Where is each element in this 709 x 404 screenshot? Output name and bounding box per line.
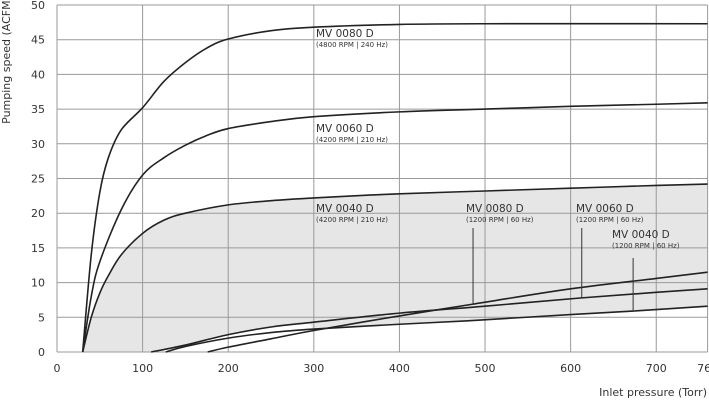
y-tick-label: 20 xyxy=(31,207,45,220)
series-sublabel: (1200 RPM | 60 Hz) xyxy=(576,216,644,224)
x-tick-label: 760 xyxy=(697,362,709,375)
y-tick-label: 5 xyxy=(38,311,45,324)
y-tick-label: 50 xyxy=(31,0,45,12)
series-label: MV 0060 D xyxy=(316,123,374,135)
x-tick-label: 700 xyxy=(646,362,667,375)
shaded-region-group xyxy=(82,184,708,352)
series-label: MV 0080 D xyxy=(466,203,524,215)
series-line xyxy=(207,271,708,353)
series-line xyxy=(81,22,708,353)
series-sublabel: (4200 RPM | 210 Hz) xyxy=(316,216,388,224)
series-sublabel: (1200 RPM | 60 Hz) xyxy=(612,242,680,250)
series-line xyxy=(81,102,708,353)
series-line xyxy=(151,288,708,353)
y-tick-label: 35 xyxy=(31,103,45,116)
series-label: MV 0060 D xyxy=(576,203,634,215)
grid xyxy=(56,4,709,353)
series-line xyxy=(81,183,708,353)
y-tick-label: 30 xyxy=(31,138,45,151)
x-tick-label: 0 xyxy=(54,362,61,375)
curves xyxy=(81,22,708,353)
series-label: MV 0080 D xyxy=(316,28,374,40)
series-sublabel: (4200 RPM | 210 Hz) xyxy=(316,136,388,144)
series-label: MV 0040 D xyxy=(612,229,670,241)
curve-labels: MV 0080 D(4800 RPM | 240 Hz)MV 0060 D(42… xyxy=(316,28,680,312)
x-tick-label: 500 xyxy=(475,362,496,375)
series-line xyxy=(165,305,708,353)
y-tick-label: 0 xyxy=(38,346,45,359)
y-axis-label: Pumping speed (ACFM) xyxy=(0,0,13,124)
y-tick-label: 40 xyxy=(31,68,45,81)
x-tick-label: 600 xyxy=(560,362,581,375)
x-tick-label: 400 xyxy=(389,362,410,375)
x-tick-label: 200 xyxy=(218,362,239,375)
x-tick-label: 100 xyxy=(132,362,153,375)
y-tick-label: 45 xyxy=(31,34,45,47)
x-axis-label: Inlet pressure (Torr) xyxy=(599,386,707,399)
x-tick-label: 300 xyxy=(303,362,324,375)
y-tick-label: 25 xyxy=(31,173,45,186)
series-label: MV 0040 D xyxy=(316,203,374,215)
shaded-region xyxy=(82,184,708,352)
y-tick-label: 10 xyxy=(31,277,45,290)
y-tick-label: 15 xyxy=(31,242,45,255)
series-sublabel: (4800 RPM | 240 Hz) xyxy=(316,41,388,49)
series-sublabel: (1200 RPM | 60 Hz) xyxy=(466,216,534,224)
